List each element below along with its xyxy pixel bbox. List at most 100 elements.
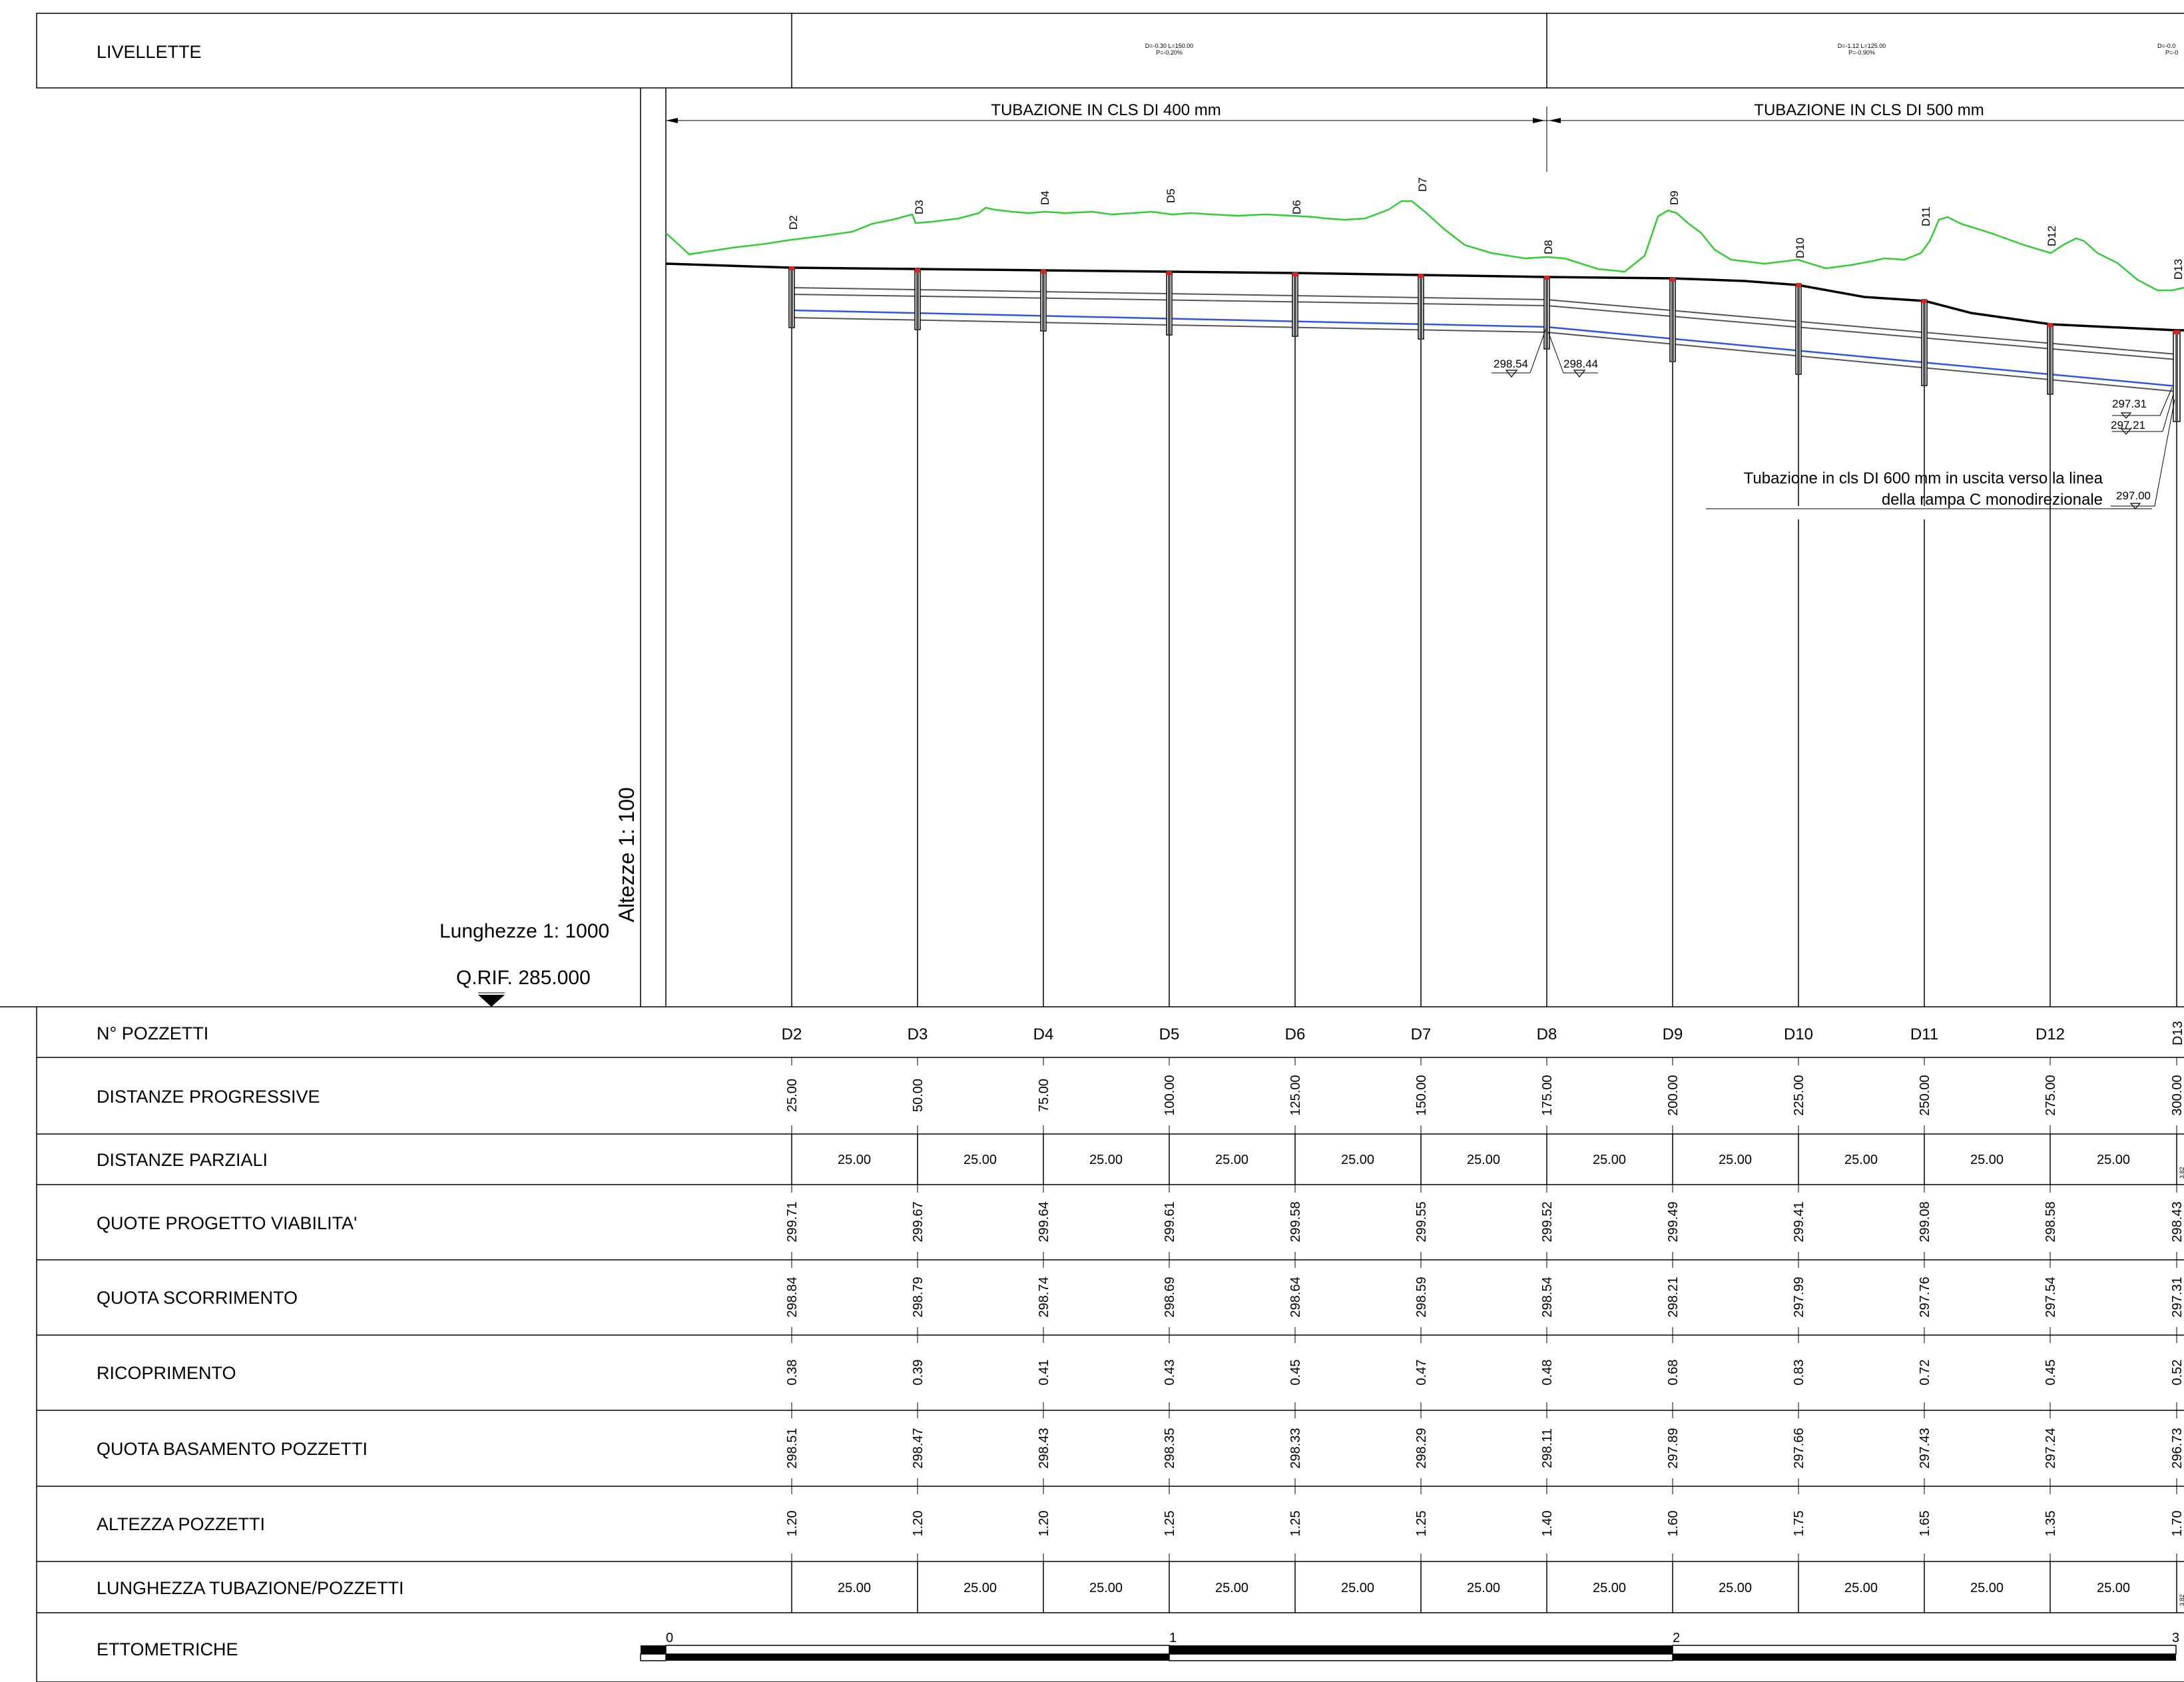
- table-cell: 25.00: [1593, 1581, 1626, 1595]
- table-cell: 298.29: [1414, 1428, 1429, 1468]
- table-cell: 25.00: [1844, 1581, 1878, 1595]
- table-cell: 299.64: [1037, 1201, 1051, 1242]
- scale-tick-label: 3: [2172, 1631, 2179, 1645]
- table-cell: 1.65: [1918, 1511, 1932, 1537]
- outlet-note-line2: della rampa C monodirezionale: [1882, 491, 2103, 509]
- table-cell: 0.38: [785, 1360, 800, 1386]
- vertical-scale-label: Altezze 1: 100: [615, 787, 639, 922]
- table-cell: 25.00: [1467, 1153, 1500, 1167]
- table-cell: 25.00: [1593, 1153, 1626, 1167]
- table-cell: 0.68: [1666, 1360, 1681, 1386]
- table-cell: 75.00: [1037, 1079, 1051, 1112]
- table-cell: 296.73: [2170, 1428, 2184, 1468]
- table-cell: 298.58: [2044, 1201, 2058, 1242]
- slope-3-label: D=-0.0: [2157, 43, 2175, 49]
- spot-level-d8-out: 298.44: [1563, 358, 1598, 370]
- table-cell: 298.74: [1037, 1276, 1051, 1317]
- ground-profile-line: [665, 200, 2184, 292]
- table-cell: 298.51: [785, 1428, 800, 1468]
- pipe-500-label: TUBAZIONE IN CLS DI 500 mm: [1754, 101, 1984, 119]
- table-cell: 1.25: [1288, 1511, 1303, 1537]
- table-cell: 0.52: [2170, 1360, 2184, 1386]
- horizontal-scale-label: Lunghezze 1: 1000: [439, 920, 609, 942]
- table-cell: 0.45: [1288, 1360, 1303, 1386]
- table-cell: D12: [2036, 1025, 2065, 1043]
- spot-levels-d13: 297.31 297.21 297.00: [2111, 387, 2175, 509]
- slope-2-label: D=-1.12 L=125.00: [1838, 43, 1886, 49]
- cover-depth-row: 0.38 0.39 0.41 0.43 0.45 0.47 0.48 0.68 …: [785, 1335, 2184, 1410]
- table-cell: 298.84: [785, 1276, 800, 1317]
- table-cell: D9: [1663, 1025, 1683, 1043]
- table-cell: 25.00: [785, 1079, 800, 1112]
- table-cell: 1.35: [2044, 1511, 2058, 1537]
- table-cell: 299.52: [1540, 1201, 1555, 1242]
- table-cell: D13: [2171, 1021, 2184, 1045]
- table-cell: 0.39: [911, 1360, 926, 1386]
- table-cell: 1.20: [911, 1511, 926, 1537]
- progressive-distance-row: 25.00 50.00 75.00 100.00 125.00 150.00 1…: [785, 1057, 2184, 1134]
- slope-2-percent: P=-0.90%: [1848, 49, 1875, 56]
- table-cell: 25.00: [963, 1153, 997, 1167]
- table-cell: D10: [1784, 1025, 1813, 1043]
- table-cell: 300.00: [2170, 1075, 2184, 1115]
- pipe-400-label: TUBAZIONE IN CLS DI 400 mm: [991, 101, 1221, 119]
- table-cell: 299.55: [1414, 1201, 1429, 1242]
- table-cell: 25.00: [1089, 1581, 1123, 1595]
- table-cell: 1.70: [2170, 1511, 2184, 1537]
- slope-1-percent: P=-0.20%: [1156, 49, 1183, 56]
- table-cell: 299.61: [1163, 1201, 1177, 1242]
- table-cell: 298.54: [1540, 1276, 1555, 1317]
- table-cell: 200.00: [1666, 1075, 1681, 1115]
- table-cell: 25.00: [1215, 1581, 1248, 1595]
- partial-distance-row: 25.00 25.00 25.00 25.00 25.00 25.00 25.0…: [791, 1134, 2184, 1185]
- manhole-label: D9: [1668, 190, 1681, 205]
- table-cell: 25.00: [1970, 1153, 2004, 1167]
- table-cell: 298.69: [1163, 1276, 1177, 1317]
- manhole-number-row: D2 D3 D4 D5 D6 D7 D8 D9 D10 D11 D12 D13: [782, 1021, 2184, 1045]
- table-cell: 297.31: [2170, 1276, 2184, 1317]
- table-cell: 1.60: [1666, 1511, 1681, 1537]
- row-label: QUOTA SCORRIMENTO: [97, 1288, 298, 1308]
- scale-tick-label: 2: [1673, 1631, 1680, 1645]
- outlet-note-line1: Tubazione in cls DI 600 mm in uscita ver…: [1744, 469, 2103, 487]
- table-cell: 1.25: [1414, 1511, 1429, 1537]
- table-cell: 0.43: [1163, 1360, 1177, 1386]
- row-label: QUOTA BASAMENTO POZZETTI: [97, 1439, 368, 1459]
- row-label: DISTANZE PROGRESSIVE: [97, 1087, 320, 1107]
- table-cell: D5: [1159, 1025, 1180, 1043]
- table-cell: 298.11: [1540, 1428, 1555, 1468]
- table-cell: 25.00: [838, 1153, 871, 1167]
- manhole-label: D2: [787, 215, 800, 230]
- table-cell: D3: [908, 1025, 928, 1043]
- manhole-label: D11: [1920, 206, 1932, 226]
- data-table: [0, 1006, 2184, 1682]
- row-label: N° POZZETTI: [97, 1023, 208, 1043]
- spot-level-exit: 297.00: [2116, 489, 2151, 502]
- row-label: LUNGHEZZA TUBAZIONE/POZZETTI: [97, 1578, 404, 1598]
- table-cell: 25.00: [963, 1581, 997, 1595]
- table-cell: 1.25: [1163, 1511, 1177, 1537]
- table-cell: 298.43: [1037, 1428, 1051, 1468]
- row-label: RICOPRIMENTO: [97, 1363, 236, 1383]
- spot-level-d8-in: 298.54: [1494, 358, 1528, 370]
- table-cell: 275.00: [2044, 1075, 2058, 1115]
- table-cell: 297.43: [1918, 1428, 1932, 1468]
- table-cell: 25.00: [2097, 1153, 2130, 1167]
- scale-tick-label: 0: [666, 1631, 673, 1645]
- table-cell: 25.00: [1341, 1581, 1374, 1595]
- row-label: ALTEZZA POZZETTI: [97, 1514, 265, 1534]
- table-cell: 1.40: [1540, 1511, 1555, 1537]
- table-cell: 250.00: [1918, 1075, 1932, 1115]
- scale-tick-label: 1: [1169, 1631, 1177, 1645]
- table-cell: D11: [1910, 1025, 1938, 1043]
- table-cell: 297.76: [1918, 1276, 1932, 1317]
- table-cell: 25.00: [1089, 1153, 1123, 1167]
- manhole-label: D10: [1794, 238, 1806, 258]
- table-cell: 25.00: [1719, 1581, 1752, 1595]
- table-cell: 0.48: [1540, 1360, 1555, 1386]
- spot-levels-d8: 298.54 298.44: [1492, 328, 1598, 378]
- manhole-label: D5: [1165, 188, 1177, 203]
- table-cell: 25.00: [1844, 1153, 1878, 1167]
- manhole-labels: D2 D3 D4 D5 D6 D7 D8 D9 D10 D11 D12 D13: [787, 177, 2184, 280]
- table-cell: 25.00: [2097, 1581, 2130, 1595]
